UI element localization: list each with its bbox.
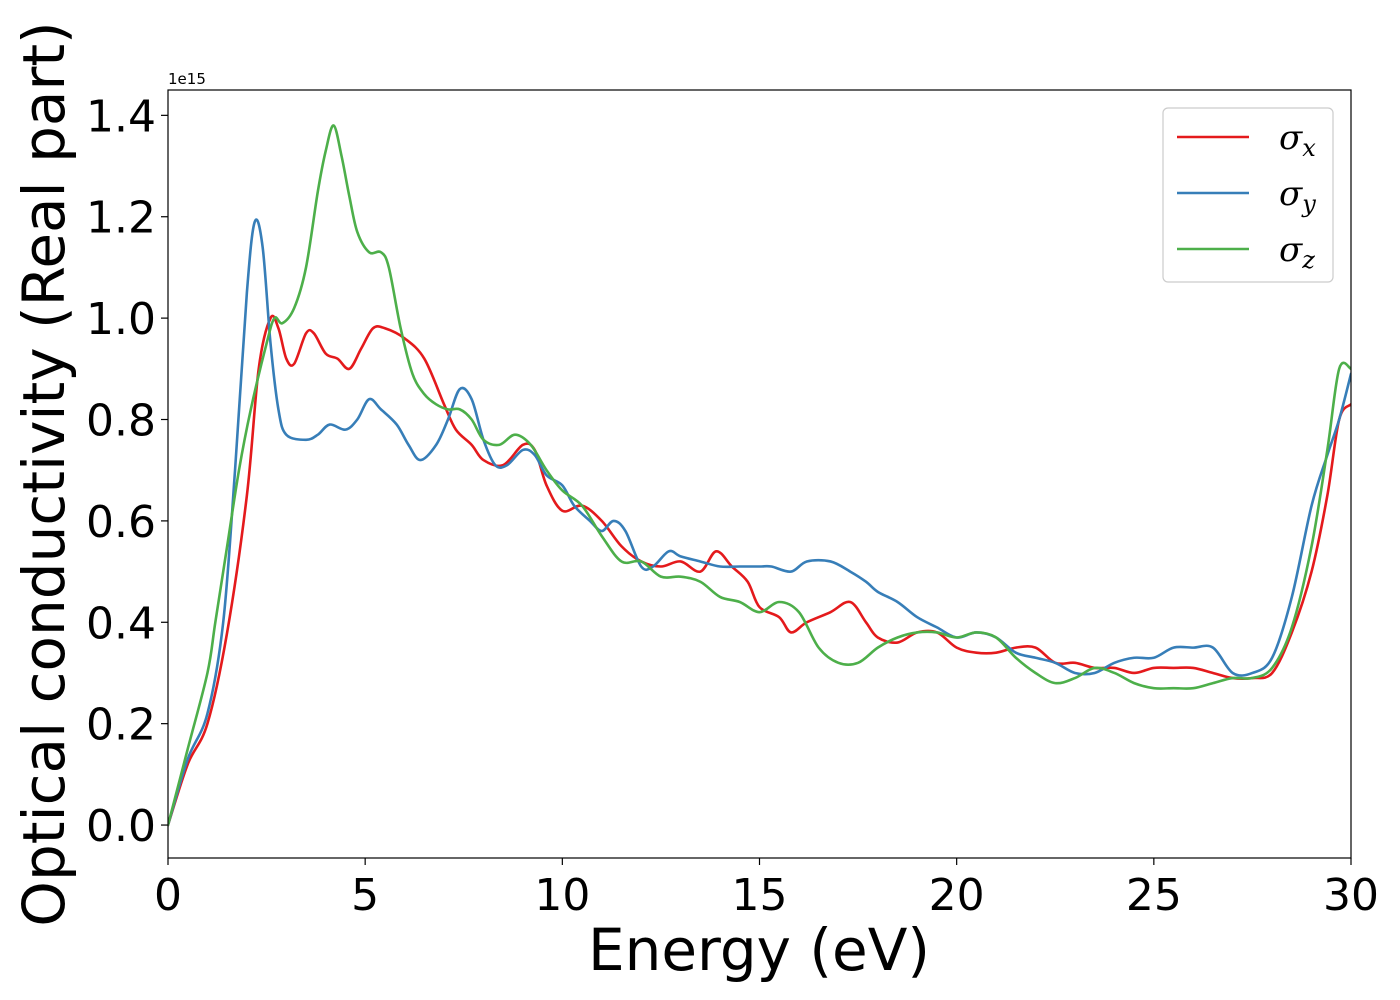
x-tick-label: 0 bbox=[154, 870, 182, 921]
y-axis-label: Optical conductivity (Real part) bbox=[10, 21, 78, 926]
legend-label-y: σy bbox=[1279, 174, 1316, 218]
y-axis-ticks: 0.0 0.2 0.4 0.6 0.8 1.0 1.2 1.4 bbox=[86, 91, 168, 852]
y-offset-label: 1e15 bbox=[168, 70, 206, 88]
legend: σx σy σz bbox=[1162, 107, 1334, 283]
x-tick-label: 25 bbox=[1126, 870, 1182, 921]
legend-label-x: σx bbox=[1279, 118, 1316, 162]
y-tick-label: 0.4 bbox=[86, 598, 156, 649]
y-tick-label: 1.2 bbox=[86, 193, 156, 244]
x-tick-label: 30 bbox=[1323, 870, 1379, 921]
series-line-y bbox=[168, 218, 1351, 827]
legend-box bbox=[1162, 107, 1334, 283]
series-line-z bbox=[168, 124, 1351, 827]
y-tick-label: 0.0 bbox=[86, 801, 156, 852]
y-tick-label: 1.4 bbox=[86, 91, 156, 142]
x-axis-ticks: 0 5 10 15 20 25 30 bbox=[154, 858, 1379, 921]
y-tick-label: 1.0 bbox=[86, 294, 156, 345]
y-tick-label: 0.2 bbox=[86, 700, 156, 751]
x-tick-label: 5 bbox=[351, 870, 379, 921]
legend-label-z: σz bbox=[1279, 230, 1315, 274]
x-tick-label: 20 bbox=[929, 870, 985, 921]
series-line-x bbox=[168, 314, 1351, 827]
y-tick-label: 0.8 bbox=[86, 396, 156, 447]
series-layer bbox=[168, 124, 1351, 827]
legend-entries: σx σy σz bbox=[1177, 118, 1316, 274]
y-tick-label: 0.6 bbox=[86, 497, 156, 548]
x-axis-label: Energy (eV) bbox=[588, 916, 930, 984]
x-tick-label: 15 bbox=[732, 870, 788, 921]
x-tick-label: 10 bbox=[534, 870, 590, 921]
